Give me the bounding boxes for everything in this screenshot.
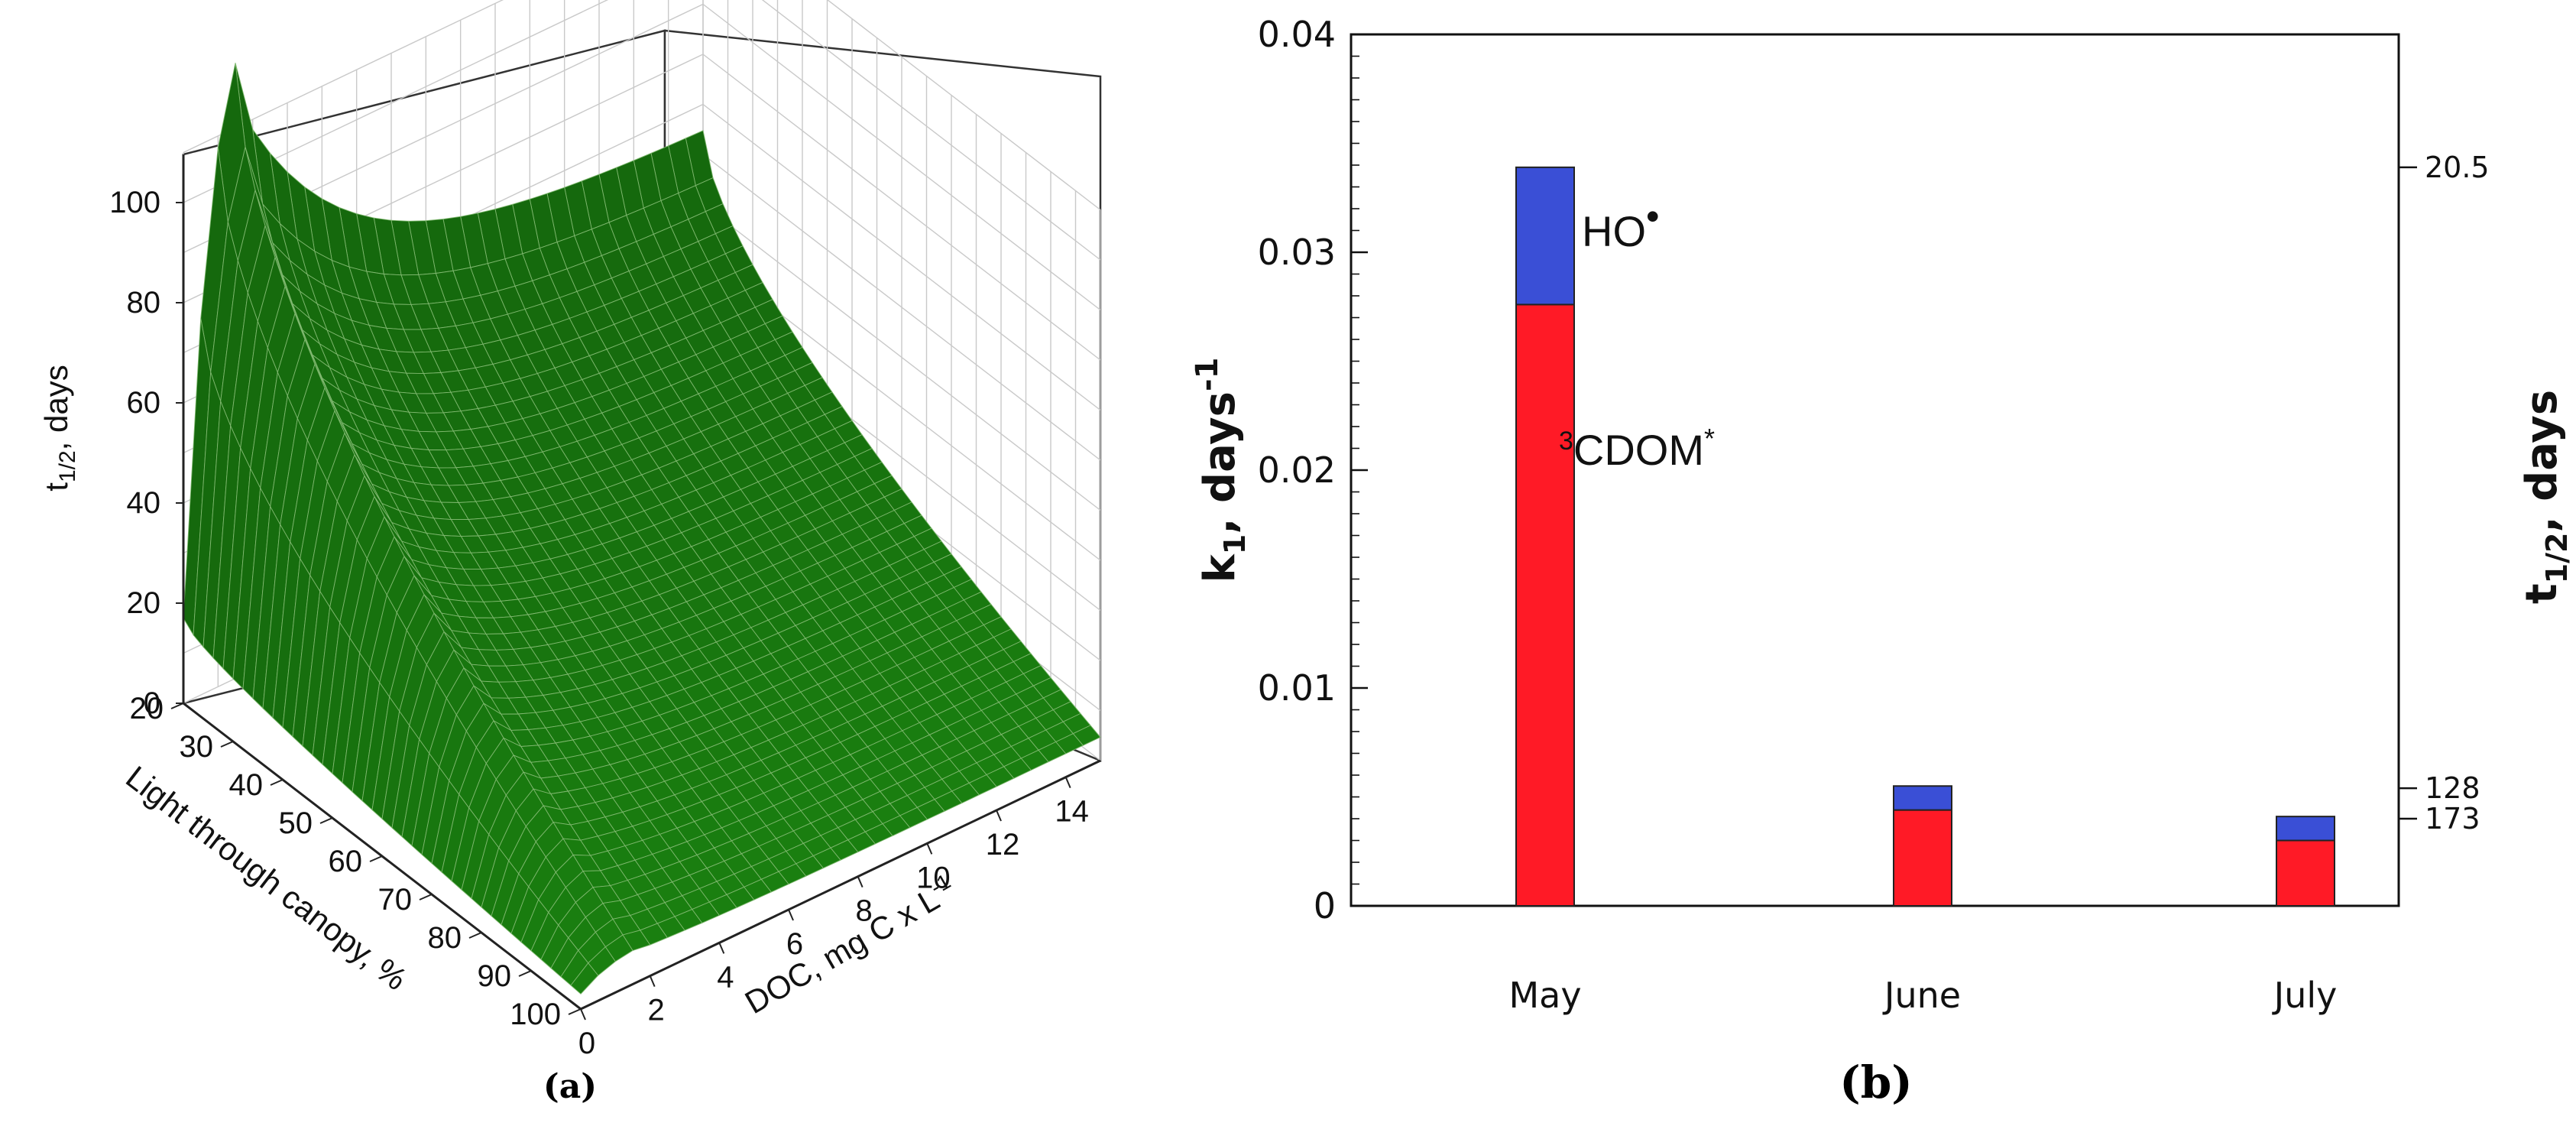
wall-grid-line (702, 54, 1101, 361)
doc-tick-mark (649, 975, 656, 988)
light-tick-label: 40 (229, 768, 264, 802)
bar-june-cdom (1893, 809, 1952, 907)
doc-tick-mark (580, 1008, 586, 1021)
k1-axis-label: k1, days-1 (1190, 358, 1252, 583)
right-tick-label: 20.5 (2425, 151, 2490, 184)
doc-tick-label: 12 (986, 828, 1020, 862)
wall-grid-line (702, 154, 1101, 461)
surface-cell (570, 962, 599, 995)
doc-tick-label: 0 (578, 1027, 595, 1060)
light-tick-mark (220, 741, 234, 748)
right-tick-label: 128 (2425, 771, 2480, 805)
surface-mesh (183, 63, 1101, 995)
doc-tick-label: 6 (786, 927, 803, 961)
z-tick-label: 80 (127, 286, 161, 320)
light-tick-mark (468, 932, 482, 939)
doc-tick-label: 8 (856, 894, 873, 928)
light-tick-mark (319, 817, 333, 824)
z-tick-label: 100 (109, 186, 160, 219)
y-tick-label: 0 (1314, 885, 1336, 926)
bar-may-cdom (1515, 303, 1575, 907)
z-tick-label: 20 (127, 586, 161, 620)
light-tick-mark (170, 703, 184, 709)
light-tick-mark (419, 894, 433, 900)
panel-b-label: (b) (1839, 1056, 1912, 1108)
category-label: June (1882, 975, 1961, 1016)
wall-grid-line (702, 103, 1101, 411)
doc-tick-mark (718, 942, 725, 954)
light-tick-mark (568, 1008, 582, 1015)
light-tick-label: 70 (378, 883, 413, 917)
surface-chart-panel-a: 0204060801002030405060708090100024681012… (38, 0, 1102, 1106)
bars-b (1515, 166, 2335, 907)
ticks-a: 0204060801002030405060708090100024681012… (109, 186, 1089, 1060)
light-tick-mark (518, 970, 532, 977)
light-tick-label: 90 (478, 959, 512, 993)
light-tick-label: 80 (428, 921, 462, 955)
category-label: July (2272, 975, 2338, 1016)
y-tick-label: 0.02 (1258, 449, 1336, 491)
doc-tick-label: 14 (1055, 795, 1089, 829)
z-axis-label: t1/2, days (38, 365, 80, 491)
doc-tick-label: 10 (916, 861, 951, 894)
y-tick-label: 0.03 (1258, 232, 1336, 273)
wall-grid-line (183, 0, 504, 154)
category-label: May (1508, 975, 1581, 1016)
doc-tick-mark (857, 876, 864, 888)
doc-axis-line (580, 759, 1101, 1011)
bar-july-ho (2276, 816, 2335, 842)
bar-may-ho (1515, 166, 1575, 306)
doc-tick-mark (1064, 777, 1071, 789)
light-tick-label: 20 (130, 692, 164, 725)
wall-grid-line (702, 3, 1101, 311)
wall-grid-line (827, 0, 1101, 211)
z-tick-label: 0 (144, 686, 160, 720)
right-tick-label: 173 (2425, 802, 2480, 836)
light-tick-label: 50 (279, 806, 313, 840)
light-tick-label: 30 (180, 730, 214, 764)
doc-tick-label: 2 (648, 994, 665, 1027)
z-tick-label: 60 (127, 386, 161, 420)
bar-july-cdom (2276, 839, 2335, 907)
panel-a-label: (a) (543, 1067, 597, 1106)
ho-label: HO• (1582, 195, 1660, 255)
doc-tick-mark (788, 909, 794, 921)
doc-tick-label: 4 (717, 960, 734, 994)
doc-tick-mark (926, 842, 933, 855)
t-half-axis-label: t1/2, days (2517, 390, 2574, 604)
light-tick-mark (270, 779, 284, 786)
wall-grid-line (761, 0, 1101, 261)
z-tick-label: 40 (127, 486, 161, 520)
plot-frame-b (1350, 33, 2400, 907)
light-tick-label: 100 (510, 998, 561, 1031)
light-tick-label: 60 (329, 845, 363, 878)
y-tick-label: 0.04 (1258, 14, 1336, 55)
cdom-label: 3CDOM* (1559, 423, 1715, 474)
light-tick-mark (369, 855, 383, 862)
y-tick-label: 0.01 (1258, 667, 1336, 709)
bar-june-ho (1893, 785, 1952, 811)
doc-tick-mark (996, 810, 1002, 822)
wall-grid-line (702, 203, 1101, 511)
